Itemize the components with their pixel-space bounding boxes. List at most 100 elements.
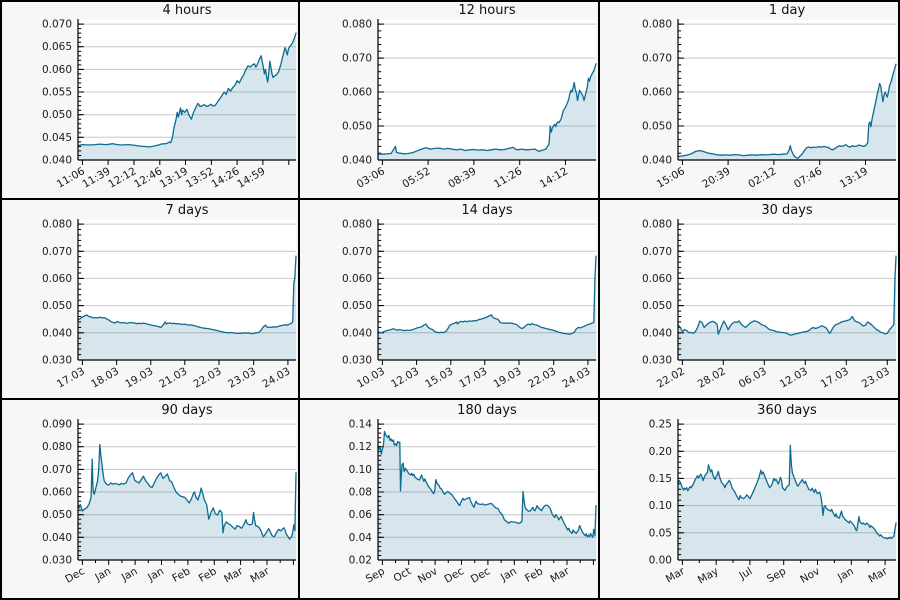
svg-text:May: May bbox=[696, 565, 721, 586]
svg-text:0.050: 0.050 bbox=[42, 300, 72, 312]
svg-text:0.030: 0.030 bbox=[42, 355, 72, 367]
svg-text:0.05: 0.05 bbox=[649, 527, 672, 539]
svg-text:Oct: Oct bbox=[391, 565, 413, 584]
chart-canvas-90-days: 0.030 0.040 0.050 0.060 0.070 0.080 0.090 Dec Ja… bbox=[42, 419, 297, 586]
chart-panel-180-days: 0.02 0.04 0.06 0.08 0.10 0.12 0.14 Sep Oct Nov Dec… bbox=[300, 400, 600, 600]
svg-text:0.14: 0.14 bbox=[349, 419, 373, 431]
svg-text:0.080: 0.080 bbox=[42, 219, 72, 231]
svg-text:0.080: 0.080 bbox=[42, 441, 72, 453]
svg-text:23.03: 23.03 bbox=[226, 365, 258, 390]
panel-divider-horizontal-1 bbox=[0, 198, 900, 200]
svg-text:Mar: Mar bbox=[248, 565, 272, 586]
svg-text:0.060: 0.060 bbox=[42, 273, 72, 285]
chart-panel-14-days: 0.030 0.040 0.050 0.060 0.070 0.080 10.03 12.03… bbox=[300, 200, 600, 400]
svg-text:Dec: Dec bbox=[63, 565, 87, 586]
svg-text:0.060: 0.060 bbox=[342, 87, 372, 99]
svg-text:Jan: Jan bbox=[498, 565, 519, 584]
svg-text:10.03: 10.03 bbox=[355, 365, 387, 390]
svg-text:Mar: Mar bbox=[548, 565, 572, 586]
svg-text:23.03: 23.03 bbox=[860, 365, 892, 390]
svg-text:12.03: 12.03 bbox=[778, 365, 810, 390]
svg-text:28.02: 28.02 bbox=[696, 365, 728, 390]
svg-text:0.040: 0.040 bbox=[642, 155, 672, 167]
svg-text:22.03: 22.03 bbox=[526, 365, 558, 390]
svg-text:17.03: 17.03 bbox=[55, 365, 87, 390]
svg-text:Jan: Jan bbox=[119, 565, 140, 584]
chart-panel-90-days: 0.030 0.040 0.050 0.060 0.070 0.080 0.090 Dec Ja… bbox=[0, 400, 300, 600]
svg-text:13:52: 13:52 bbox=[184, 165, 216, 191]
panel-divider-vertical-2 bbox=[598, 0, 600, 600]
chart-panel-7-days: 0.030 0.040 0.050 0.060 0.070 0.080 17.03 18.03… bbox=[0, 200, 300, 400]
svg-text:22.02: 22.02 bbox=[655, 365, 687, 390]
svg-text:0.040: 0.040 bbox=[642, 327, 672, 339]
chart-canvas-4-hours: 0.040 0.045 0.050 0.055 0.060 0.065 0.070 11:06… bbox=[42, 19, 297, 191]
chart-title-90-days: 90 days bbox=[161, 403, 213, 418]
svg-text:0.045: 0.045 bbox=[42, 132, 72, 144]
chart-title-180-days: 180 days bbox=[457, 403, 517, 418]
chart-panel-12-hours: 0.040 0.050 0.060 0.070 0.080 03:06 05:52 08:39… bbox=[300, 0, 600, 200]
svg-text:17.03: 17.03 bbox=[819, 365, 851, 390]
svg-text:0.02: 0.02 bbox=[349, 555, 372, 567]
svg-text:Dec: Dec bbox=[442, 565, 466, 586]
svg-text:12.03: 12.03 bbox=[389, 365, 421, 390]
svg-text:0.070: 0.070 bbox=[642, 246, 672, 258]
svg-text:0.030: 0.030 bbox=[342, 355, 372, 367]
svg-text:0.040: 0.040 bbox=[42, 327, 72, 339]
svg-text:13:19: 13:19 bbox=[158, 165, 190, 191]
svg-text:12:12: 12:12 bbox=[106, 165, 138, 191]
svg-text:13:19: 13:19 bbox=[838, 165, 870, 191]
svg-text:0.070: 0.070 bbox=[42, 246, 72, 258]
svg-text:0.04: 0.04 bbox=[349, 532, 373, 544]
svg-text:0.060: 0.060 bbox=[642, 87, 672, 99]
chart-title-14-days: 14 days bbox=[461, 203, 513, 218]
chart-title-12-hours: 12 hours bbox=[458, 3, 516, 18]
svg-text:14:59: 14:59 bbox=[235, 165, 267, 191]
chart-canvas-7-days: 0.030 0.040 0.050 0.060 0.070 0.080 17.03 18.03… bbox=[42, 219, 297, 391]
svg-text:0.15: 0.15 bbox=[649, 473, 672, 485]
svg-text:15:06: 15:06 bbox=[655, 165, 687, 191]
svg-text:0.060: 0.060 bbox=[42, 487, 72, 499]
svg-text:Jul: Jul bbox=[737, 565, 755, 582]
svg-text:0.065: 0.065 bbox=[42, 41, 72, 53]
svg-text:0.030: 0.030 bbox=[642, 355, 672, 367]
svg-text:Dec: Dec bbox=[469, 565, 493, 586]
chart-panel-360-days: 0.00 0.05 0.10 0.15 0.20 0.25 Mar May Jul Sep Nov J… bbox=[600, 400, 900, 600]
svg-text:0.050: 0.050 bbox=[342, 300, 372, 312]
svg-text:0.040: 0.040 bbox=[42, 155, 72, 167]
svg-text:24.03: 24.03 bbox=[560, 365, 592, 390]
svg-text:0.20: 0.20 bbox=[649, 446, 672, 458]
svg-text:0.060: 0.060 bbox=[342, 273, 372, 285]
svg-text:Sep: Sep bbox=[364, 565, 387, 585]
svg-text:Mar: Mar bbox=[664, 565, 688, 586]
svg-text:0.050: 0.050 bbox=[642, 300, 672, 312]
svg-text:0.060: 0.060 bbox=[42, 64, 72, 76]
chart-title-1-day: 1 day bbox=[768, 3, 806, 18]
svg-text:Nov: Nov bbox=[798, 565, 822, 586]
svg-text:0.10: 0.10 bbox=[349, 464, 372, 476]
chart-title-360-days: 360 days bbox=[757, 403, 817, 418]
svg-text:0.06: 0.06 bbox=[349, 509, 373, 521]
svg-text:11:26: 11:26 bbox=[492, 165, 524, 191]
svg-text:21.03: 21.03 bbox=[157, 365, 189, 390]
svg-text:0.090: 0.090 bbox=[42, 419, 72, 431]
svg-text:12:46: 12:46 bbox=[132, 165, 164, 191]
svg-text:0.00: 0.00 bbox=[649, 555, 672, 567]
svg-text:0.070: 0.070 bbox=[342, 246, 372, 258]
chart-canvas-1-day: 0.040 0.050 0.060 0.070 0.080 15:06 20:39 02:12… bbox=[642, 19, 897, 191]
svg-text:0.080: 0.080 bbox=[342, 219, 372, 231]
chart-canvas-30-days: 0.030 0.040 0.050 0.060 0.070 0.080 22.02 28.02… bbox=[642, 219, 897, 391]
svg-text:Feb: Feb bbox=[170, 565, 192, 585]
svg-text:24.03: 24.03 bbox=[260, 365, 292, 390]
svg-text:0.040: 0.040 bbox=[342, 155, 372, 167]
svg-text:05:52: 05:52 bbox=[400, 165, 432, 191]
svg-text:0.08: 0.08 bbox=[349, 487, 372, 499]
svg-text:0.080: 0.080 bbox=[642, 19, 672, 31]
svg-text:17.03: 17.03 bbox=[457, 365, 489, 390]
svg-text:Jan: Jan bbox=[145, 565, 166, 584]
svg-text:0.080: 0.080 bbox=[642, 219, 672, 231]
chart-title-4-hours: 4 hours bbox=[162, 3, 212, 18]
chart-panel-4-hours: 0.040 0.045 0.050 0.055 0.060 0.065 0.070 11:06… bbox=[0, 0, 300, 200]
svg-text:0.040: 0.040 bbox=[342, 327, 372, 339]
svg-text:Jan: Jan bbox=[92, 565, 113, 584]
